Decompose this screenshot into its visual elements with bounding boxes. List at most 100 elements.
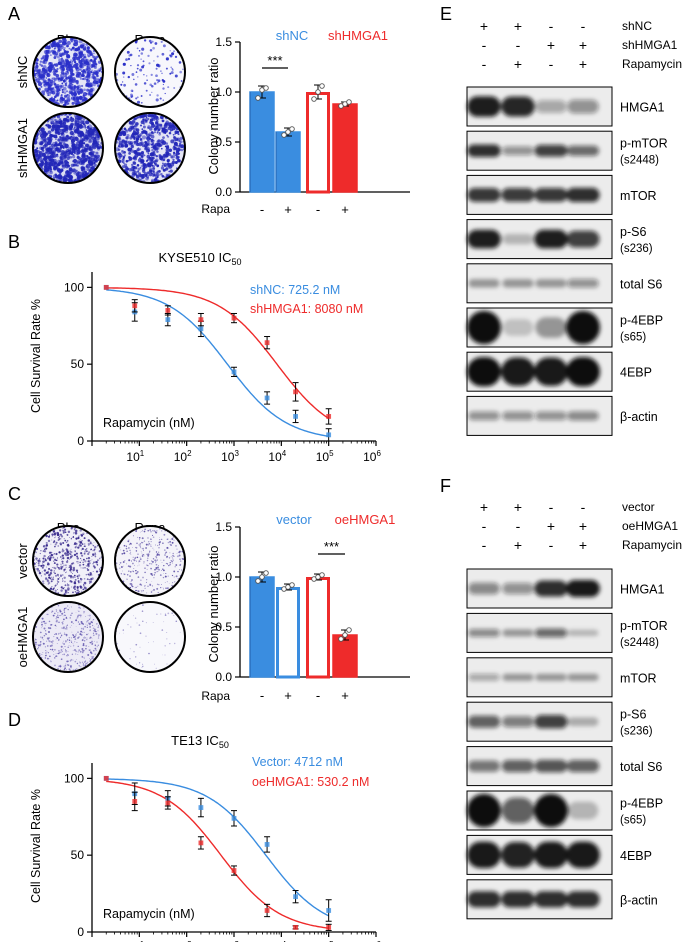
colony-plate: [114, 36, 186, 108]
colony-dot: [139, 138, 143, 141]
inner-x-label: Rapamycin (nM): [103, 907, 195, 921]
colony-dot: [47, 45, 51, 50]
colony-dot: [67, 646, 69, 649]
panel-letter-e: E: [440, 4, 452, 24]
colony-dot: [66, 571, 67, 573]
colony-dot: [72, 591, 74, 594]
colony-dot: [92, 627, 95, 630]
colony-dot: [62, 578, 64, 580]
colony-dot: [63, 564, 65, 567]
colony-dot: [89, 658, 91, 660]
colony-dot: [35, 557, 38, 560]
data-point: [231, 815, 237, 821]
colony-dot: [71, 641, 73, 643]
colony-dot: [63, 46, 66, 50]
blot-strip: [466, 307, 613, 348]
colony-dot: [122, 130, 126, 135]
colony-dot: [92, 565, 95, 568]
colony-dot: [123, 154, 127, 157]
colony-dot: [92, 620, 93, 622]
colony-dot: [42, 560, 45, 563]
colony-dot: [48, 620, 51, 623]
blot-band: [467, 96, 501, 117]
colony-dot: [90, 652, 93, 655]
colony-dot: [167, 587, 169, 589]
blot-band: [501, 96, 535, 117]
colony-dot: [122, 629, 125, 631]
colony-dot: [96, 641, 98, 643]
x-tick-exponent: 2: [187, 449, 192, 458]
colony-dot: [134, 564, 136, 566]
y-axis-label: Cell Survival Rate %: [29, 299, 43, 413]
colony-dot: [146, 592, 148, 594]
colony-dot: [50, 660, 52, 663]
colony-dot: [65, 548, 68, 551]
data-point: [165, 308, 171, 313]
rapa-sign: +: [341, 202, 349, 217]
colony-dot: [39, 162, 44, 168]
colony-dot: [70, 71, 74, 76]
colony-dot: [140, 101, 143, 104]
rapa-sign: -: [316, 688, 320, 703]
colony-dot: [47, 535, 51, 538]
colony-dot: [147, 529, 149, 532]
colony-dot: [40, 131, 44, 135]
colony-dot: [145, 547, 148, 549]
colony-dot: [159, 539, 161, 541]
colony-dot: [57, 536, 60, 539]
colony-dot: [87, 562, 90, 566]
colony-dot: [75, 650, 78, 653]
colony-dot: [62, 528, 64, 530]
colony-dot: [168, 164, 173, 169]
colony-dot: [177, 577, 180, 580]
colony-dot: [155, 568, 157, 570]
colony-dot: [142, 590, 144, 592]
colony-dot: [74, 641, 75, 643]
colony-dot: [64, 588, 66, 591]
colony-dot: [77, 48, 80, 51]
colony-dot: [68, 636, 71, 639]
colony-dot: [70, 621, 73, 623]
colony-dot: [66, 540, 69, 542]
colony-dot: [54, 545, 56, 548]
data-point: [264, 340, 270, 346]
colony-dot: [127, 623, 129, 626]
colony-dot: [61, 145, 65, 149]
colony-dot: [64, 584, 67, 587]
colony-dot: [86, 46, 90, 50]
colony-dot: [38, 130, 41, 132]
colony-dot: [136, 96, 139, 99]
blot-strip: [466, 879, 613, 920]
colony-dot: [79, 623, 80, 625]
colony-dot: [89, 50, 92, 53]
colony-dot: [142, 663, 144, 665]
colony-dot: [176, 553, 178, 555]
colony-dot: [59, 632, 62, 634]
colony-dot: [149, 563, 151, 565]
colony-dot: [90, 63, 94, 68]
colony-dot: [45, 542, 48, 544]
data-point: [259, 574, 265, 580]
colony-dot: [81, 554, 84, 557]
colony-dot: [153, 178, 157, 182]
legend-label: vector: [276, 512, 312, 527]
colony-dot: [145, 581, 147, 583]
colony-dot: [174, 566, 176, 568]
colony-dot: [177, 133, 180, 136]
colony-dot: [96, 140, 100, 144]
colony-dot: [56, 643, 58, 644]
colony-dot: [140, 165, 143, 167]
colony-dot: [154, 562, 156, 564]
colony-dot: [62, 69, 65, 72]
colony-dot: [35, 568, 37, 569]
colony-dot: [74, 668, 76, 670]
colony-dot: [128, 547, 130, 549]
colony-dot: [61, 164, 66, 169]
data-point: [319, 83, 325, 89]
colony-dot: [43, 627, 46, 630]
colony-dot: [132, 547, 133, 548]
colony-dot: [44, 558, 47, 560]
colony-dot: [51, 624, 53, 626]
colony-dot: [147, 585, 149, 588]
colony-dot: [47, 652, 49, 654]
